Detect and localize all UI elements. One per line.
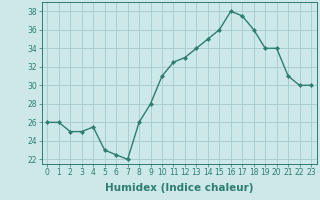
X-axis label: Humidex (Indice chaleur): Humidex (Indice chaleur) <box>105 183 253 193</box>
